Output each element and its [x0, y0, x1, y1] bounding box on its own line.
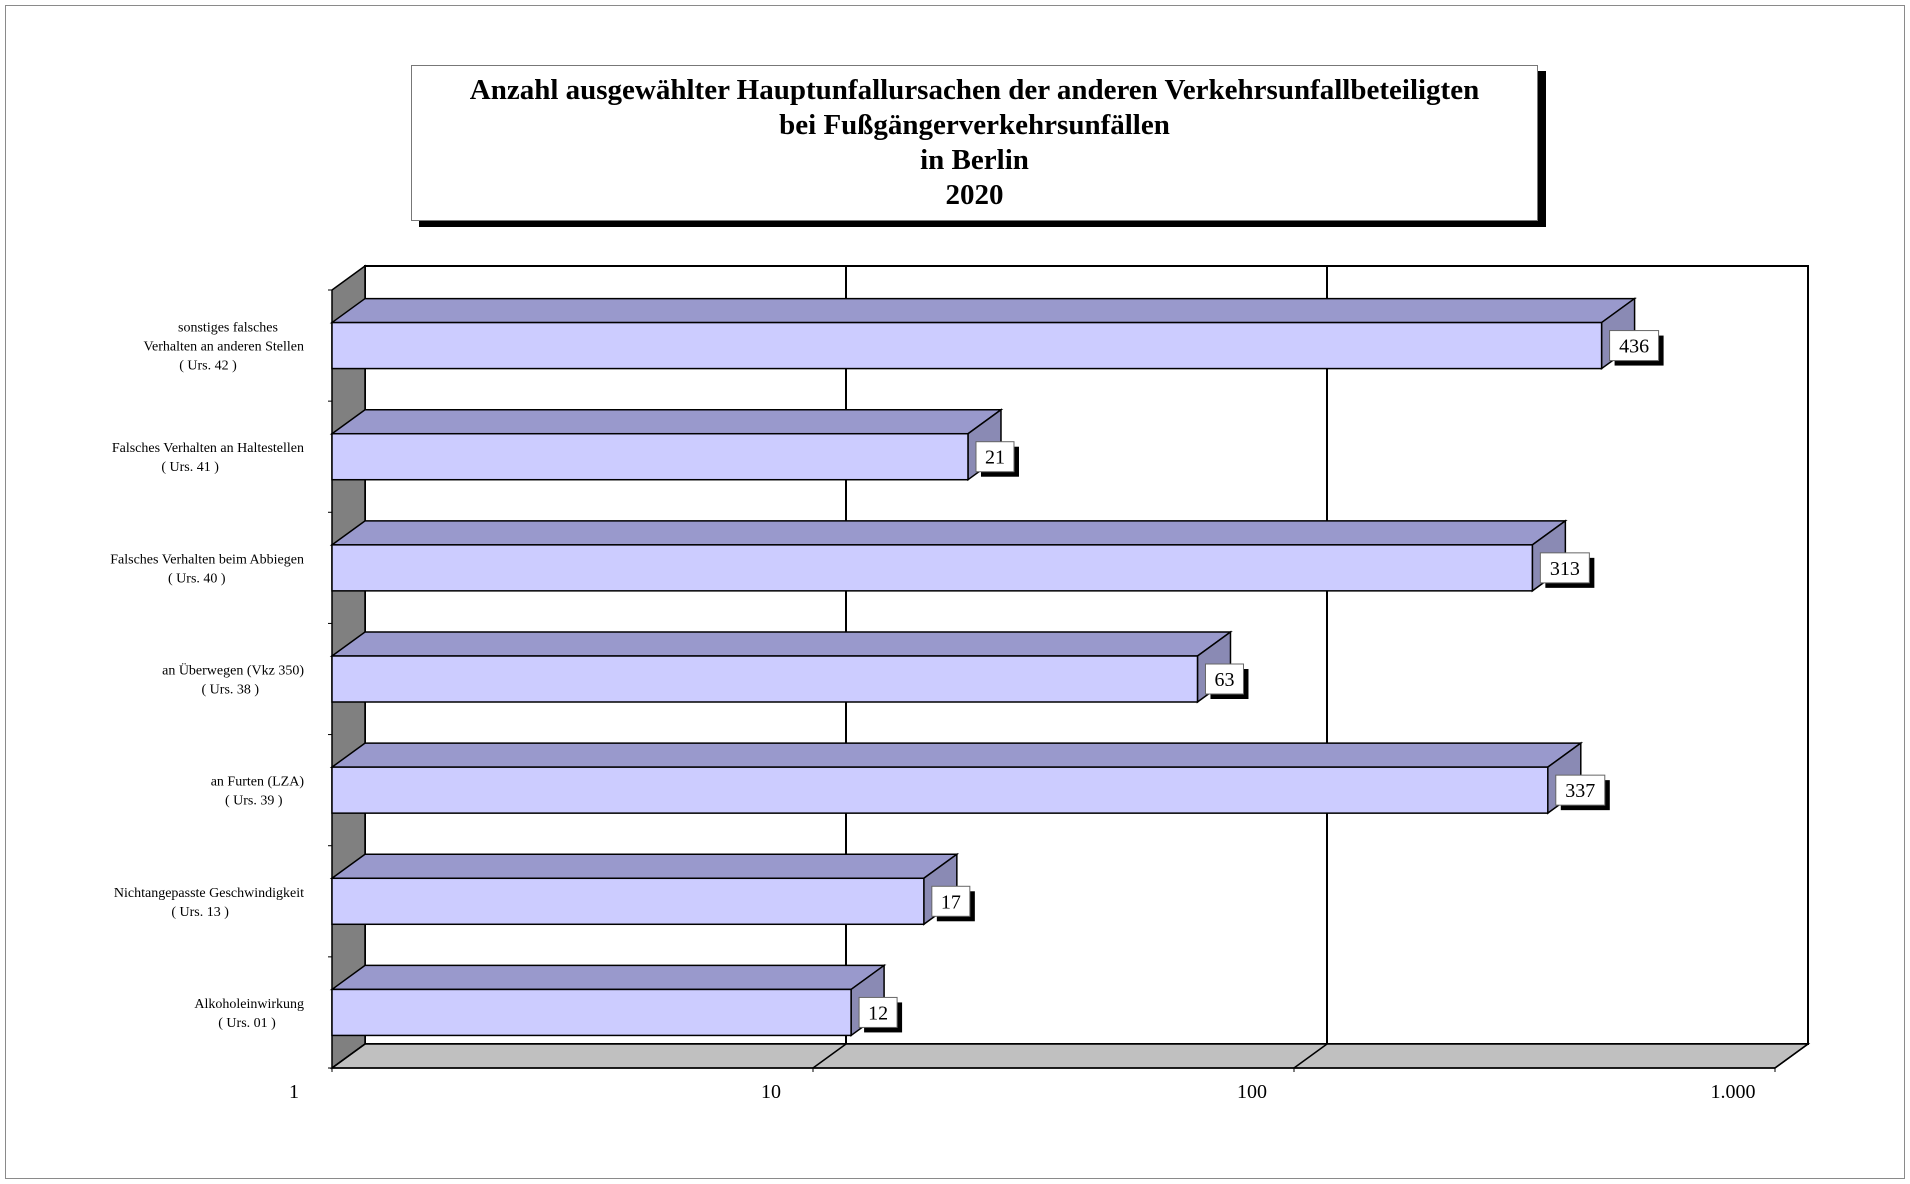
chart-frame: [5, 5, 1905, 1179]
category-label-line: ( Urs. 01 ): [218, 1016, 276, 1031]
bar-top: [329, 853, 960, 880]
data-label: 63: [1214, 669, 1234, 691]
chart-labels: 1 10 100 1.000 436 sonstiges falsches Verhalte…: [110, 321, 1755, 1103]
bar: [331, 655, 1199, 703]
chart-title-line-1: Anzahl ausgewählter Hauptunfallursachen …: [469, 74, 1480, 106]
bar-top: [329, 297, 1637, 324]
data-label-box: [858, 996, 898, 1028]
bar-top: [329, 520, 1568, 546]
category-label-line: ( Urs. 40 ): [168, 571, 226, 586]
bar-top: [329, 631, 1233, 657]
category-label-line: ( Urs. 39 ): [225, 794, 283, 809]
category-label-line: sonstiges falsches: [178, 321, 278, 336]
data-label: 21: [985, 447, 1005, 469]
bar-top: [329, 408, 1004, 435]
x-tick-label: 1: [289, 1081, 299, 1103]
category-label-line: an Furten (LZA): [211, 775, 305, 790]
category-label: Falsches Verhalten beim Abbiegen ( Urs. 4…: [110, 552, 304, 586]
data-label-box: [931, 885, 971, 917]
category-label-line: Falsches Verhalten an Haltestellen: [112, 441, 304, 456]
floor-gridline: [1774, 1043, 1809, 1069]
category-label-line: ( Urs. 38 ): [202, 683, 260, 698]
x-tick-label: 10: [761, 1081, 781, 1103]
category-label: Nichtangepasste Geschwindigkeit ( Urs. 13…: [114, 886, 304, 920]
bar: [331, 988, 852, 1037]
bar-top: [329, 964, 887, 991]
category-label-line: ( Urs. 13 ): [171, 905, 229, 920]
floor: [329, 1043, 1811, 1069]
bar: [331, 766, 1549, 814]
category-label: Alkoholeinwirkung ( Urs. 01 ): [194, 997, 304, 1031]
chart-title-line-4: 2020: [945, 179, 1004, 211]
category-label: Falsches Verhalten an Haltestellen ( Urs.…: [112, 441, 304, 475]
data-label: 313: [1550, 558, 1580, 580]
chart-title-box: Anzahl ausgewählter Hauptunfallursachen …: [411, 65, 1538, 221]
category-label: an Furten (LZA) ( Urs. 39 ): [211, 775, 305, 809]
x-tick-label: 1.000: [1711, 1081, 1756, 1103]
category-label-line: ( Urs. 41 ): [161, 460, 219, 475]
data-label: 17: [941, 891, 961, 913]
data-label-box: [1204, 663, 1244, 695]
category-label-line: Nichtangepasste Geschwindigkeit: [114, 886, 304, 901]
bar: [331, 877, 925, 926]
data-label-box: [1609, 330, 1660, 362]
data-label-box: [975, 441, 1015, 473]
category-label-line: Falsches Verhalten beim Abbiegen: [110, 552, 304, 567]
x-tick-label: 100: [1237, 1081, 1267, 1103]
chart-title-line-2: bei Fußgängerverkehrsunfällen: [779, 109, 1170, 141]
data-label: 337: [1565, 780, 1595, 802]
category-label-line: Alkoholeinwirkung: [194, 997, 304, 1012]
category-label: an Überwegen (Vkz 350) ( Urs. 38 ): [162, 662, 304, 698]
bar: [331, 321, 1603, 370]
bar: [331, 544, 1534, 592]
data-label-box: [1555, 774, 1606, 806]
floor-gridline: [331, 1043, 366, 1069]
category-label-line: ( Urs. 42 ): [179, 359, 237, 374]
bar-top: [329, 742, 1584, 768]
floor-gridline: [1293, 1043, 1328, 1069]
category-label: sonstiges falsches Verhalten an anderen S…: [143, 321, 304, 374]
bar: [331, 432, 969, 481]
data-label: 12: [868, 1002, 888, 1024]
category-label-line: an Überwegen (Vkz 350): [162, 662, 304, 679]
floor-gridline: [812, 1043, 847, 1069]
chart-title-line-3: in Berlin: [920, 144, 1029, 176]
category-label-line: Verhalten an anderen Stellen: [143, 340, 304, 355]
data-label-box: [1539, 552, 1590, 584]
data-label: 436: [1619, 336, 1649, 358]
